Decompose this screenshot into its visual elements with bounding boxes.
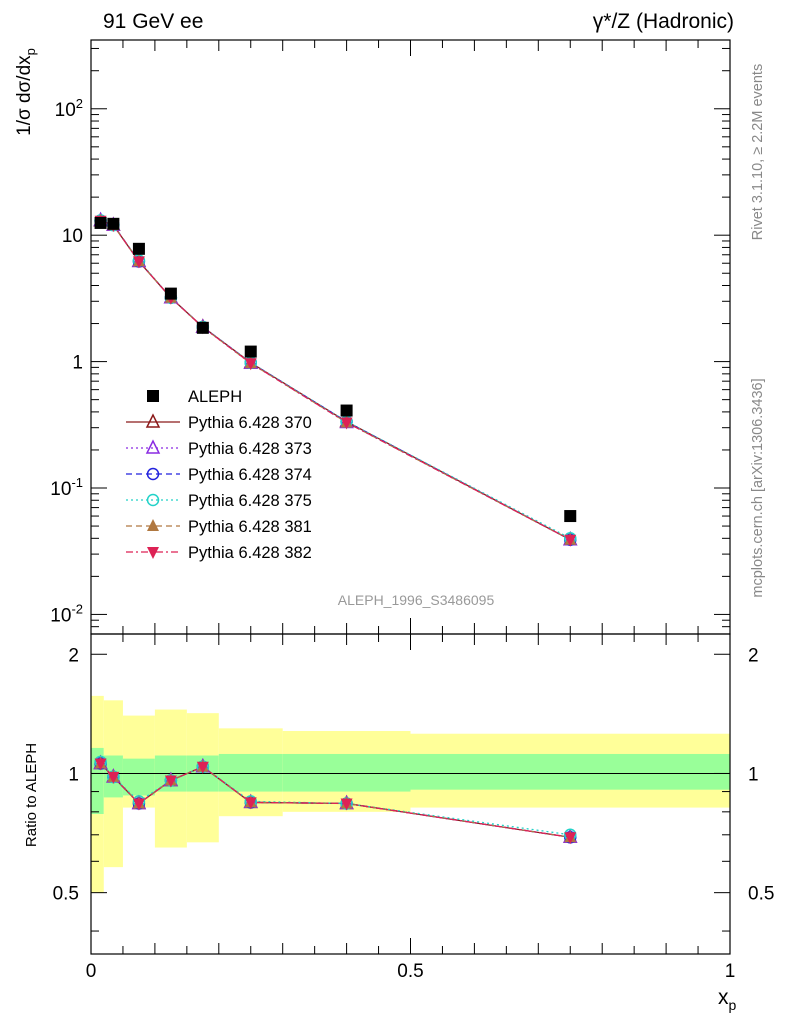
main-y-tick-label: 1 [72, 353, 83, 374]
main-y-tick-label: 10-2 [50, 601, 83, 626]
ratio-y-tick-label: 2 [68, 645, 79, 666]
main-series-line [100, 220, 571, 541]
ratio-y-tick-label: 0.5 [53, 884, 79, 905]
ratio-ylabel: Ratio to ALEPH [23, 743, 40, 847]
main-plot-frame [90, 39, 731, 635]
main-series-point [340, 417, 353, 430]
ratio-series-point [94, 758, 107, 771]
aleph-data-point [94, 216, 107, 229]
ratio-band-inner [282, 753, 411, 792]
main-y-tick-label: 10-1 [50, 475, 83, 500]
legend-label: Pythia 6.428 370 [188, 414, 312, 432]
x-tick-label: 0.5 [397, 961, 423, 982]
aleph-data-point [196, 321, 209, 334]
legend-marker [147, 390, 159, 402]
ratio-band-inner [122, 758, 155, 796]
header-left: 91 GeV ee [103, 10, 203, 33]
main-series-line [100, 220, 571, 541]
xaxis-title: xp [718, 986, 737, 1013]
ratio-series-point [196, 761, 209, 774]
ratio-band-inner [410, 753, 730, 790]
aleph-data-point [564, 510, 577, 523]
main-series-point [244, 358, 257, 371]
ratio-series-point [564, 832, 577, 845]
ratio-y-tick-label-right: 0.5 [748, 884, 774, 905]
header-right: γ*/Z (Hadronic) [593, 10, 734, 33]
ratio-series-point [340, 798, 353, 811]
rivet-label: Rivet 3.1.10, ≥ 2.2M events [750, 64, 766, 240]
legend-label: Pythia 6.428 382 [188, 544, 312, 562]
axis-tick-labels: 10-2 10-1 1 10 102 0.5 0.5 1 1 2 2 0 0.5 1 [50, 96, 774, 982]
mcplots-label: mcplots.cern.ch [arXiv:1306.3436] [750, 378, 766, 597]
ratio-bands [91, 695, 730, 893]
ratio-series [93, 754, 578, 845]
ratio-y-tick-label-right: 2 [748, 645, 759, 666]
axis-ticks [90, 40, 731, 954]
legend: ALEPH Pythia 6.428 370 Pythia 6.428 373 Pyt… [126, 388, 312, 562]
ratio-y-tick-label: 1 [68, 764, 79, 785]
legend-label: Pythia 6.428 374 [188, 466, 312, 484]
legend-marker [145, 439, 161, 454]
main-series-line [100, 219, 571, 539]
ratio-series-point [132, 798, 145, 811]
main-y-tick-label: 10 [62, 226, 83, 247]
main-series-line [100, 220, 571, 541]
legend-marker [147, 519, 159, 531]
ratio-series-point [244, 797, 257, 810]
ratio-y-tick-label-right: 1 [748, 764, 759, 785]
legend-marker [147, 547, 159, 559]
ratio-series-point [164, 775, 177, 788]
aleph-data-point [244, 345, 257, 358]
legend-label: Pythia 6.428 373 [188, 440, 312, 458]
ratio-series-point [107, 771, 120, 784]
main-series-line [100, 220, 571, 541]
x-tick-label: 0 [86, 961, 97, 982]
legend-marker [145, 413, 161, 428]
legend-label: Pythia 6.428 381 [188, 518, 312, 536]
legend-label: Pythia 6.428 375 [188, 492, 312, 510]
aleph-data-point [132, 242, 145, 255]
main-series-line [100, 219, 571, 541]
aleph-data-point [107, 217, 120, 230]
main-y-tick-label: 102 [55, 96, 83, 121]
legend-marker [146, 493, 160, 507]
aleph-data-point [340, 404, 353, 417]
legend-marker [146, 467, 160, 481]
main-ylabel: 1/σ dσ/dxp [14, 48, 38, 136]
x-tick-label: 1 [725, 961, 736, 982]
aleph-data-point [164, 287, 177, 300]
legend-label: ALEPH [188, 388, 242, 406]
main-series-point [132, 256, 145, 269]
main-series-point [564, 534, 577, 547]
main-series [93, 211, 578, 547]
svg-text:1/σ dσ/dxp: 1/σ dσ/dxp [14, 48, 38, 136]
analysis-label: ALEPH_1996_S3486095 [338, 592, 495, 608]
